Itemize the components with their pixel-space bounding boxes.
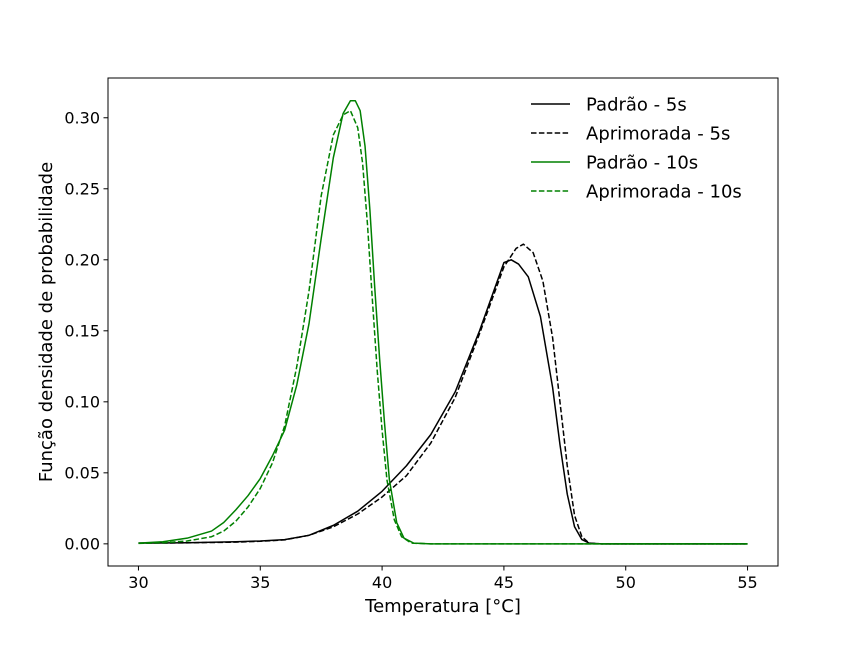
series-line-2: [138, 243, 748, 545]
x-tick-label: 30: [128, 573, 148, 592]
legend-label: Aprimorada - 10s: [586, 182, 742, 203]
x-tick-label: 55: [737, 573, 757, 592]
x-tick-label: 50: [616, 573, 636, 592]
x-tick-label: 45: [494, 573, 514, 592]
y-tick-label: 0.10: [64, 392, 100, 411]
y-tick-label: 0.20: [64, 250, 100, 269]
y-axis-label: Função densidade de probabilidade: [36, 162, 57, 482]
legend-label: Padrão - 5s: [586, 95, 687, 116]
x-tick-label: 35: [250, 573, 270, 592]
series-layer: [138, 99, 748, 545]
axes-frame: [107, 77, 779, 567]
y-tick-label: 0.05: [64, 463, 100, 482]
series-line-4: [138, 109, 748, 545]
legend-label: Aprimorada - 5s: [586, 124, 730, 145]
y-tick-label: 0.00: [64, 534, 100, 553]
y-tick-label: 0.15: [64, 321, 100, 340]
legend-label: Padrão - 10s: [586, 153, 698, 174]
x-axis-label: Temperatura [°C]: [364, 596, 521, 617]
x-axis: 30 35 40 45 50 55: [128, 566, 758, 592]
y-tick-label: 0.25: [64, 179, 100, 198]
y-axis: 0.00 0.05 0.10 0.15 0.20 0.25 0.30: [64, 108, 108, 553]
x-tick-label: 40: [372, 573, 392, 592]
series-line-3: [138, 99, 748, 545]
y-tick-label: 0.30: [64, 108, 100, 127]
legend: Padrão - 5s Aprimorada - 5s Padrão - 10s Ap…: [531, 95, 742, 203]
